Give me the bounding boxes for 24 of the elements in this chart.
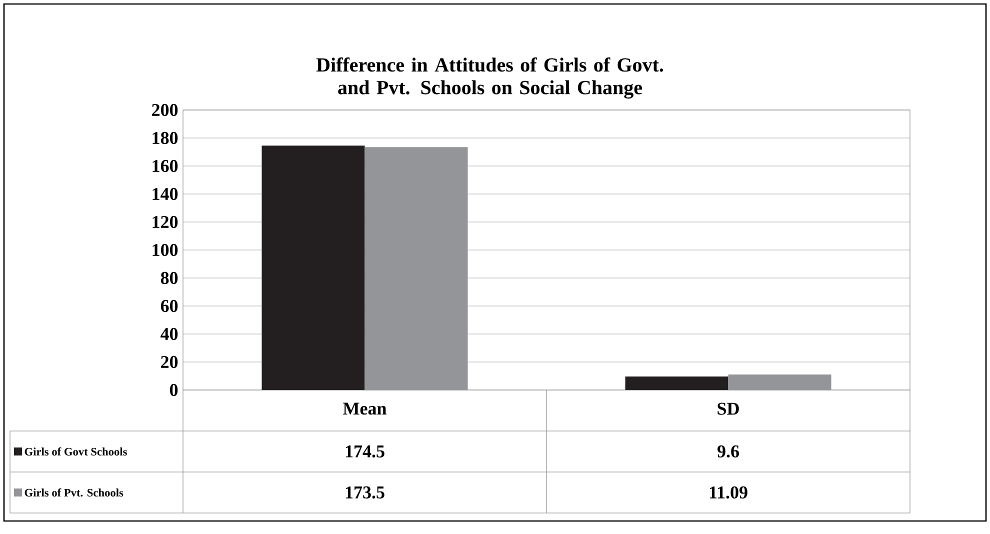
y-tick-label: 60 — [160, 300, 178, 312]
x-tick-label: Mean — [343, 402, 386, 415]
bar — [364, 147, 468, 390]
y-tick-label: 140 — [152, 188, 178, 200]
y-tick-label: 180 — [152, 132, 178, 144]
bar — [262, 146, 365, 390]
bar — [625, 376, 728, 390]
y-tick-label: 160 — [152, 160, 178, 172]
y-tick-label: 20 — [161, 356, 178, 368]
y-tick-label: 100 — [152, 244, 178, 256]
y-tick-label: 200 — [152, 104, 178, 116]
data-label: 9.6 — [718, 445, 739, 458]
data-label: 173.5 — [346, 486, 384, 499]
y-tick-label: 80 — [160, 272, 178, 284]
y-tick-label: 0 — [170, 384, 178, 396]
x-tick-label: SD — [718, 402, 739, 415]
legend-label: Girls of Govt Schools — [24, 447, 127, 456]
chart-title: Difference in Attitudes of Girls of Govt. and Pvt. Schools on Social Change — [316, 57, 664, 99]
data-label: 174.5 — [346, 445, 384, 458]
legend-label: Girls of Pvt. Schools — [24, 488, 124, 497]
data-label: 11.09 — [710, 486, 748, 499]
y-tick-label: 120 — [152, 216, 178, 228]
bar — [728, 374, 832, 390]
y-tick-label: 40 — [160, 328, 178, 340]
